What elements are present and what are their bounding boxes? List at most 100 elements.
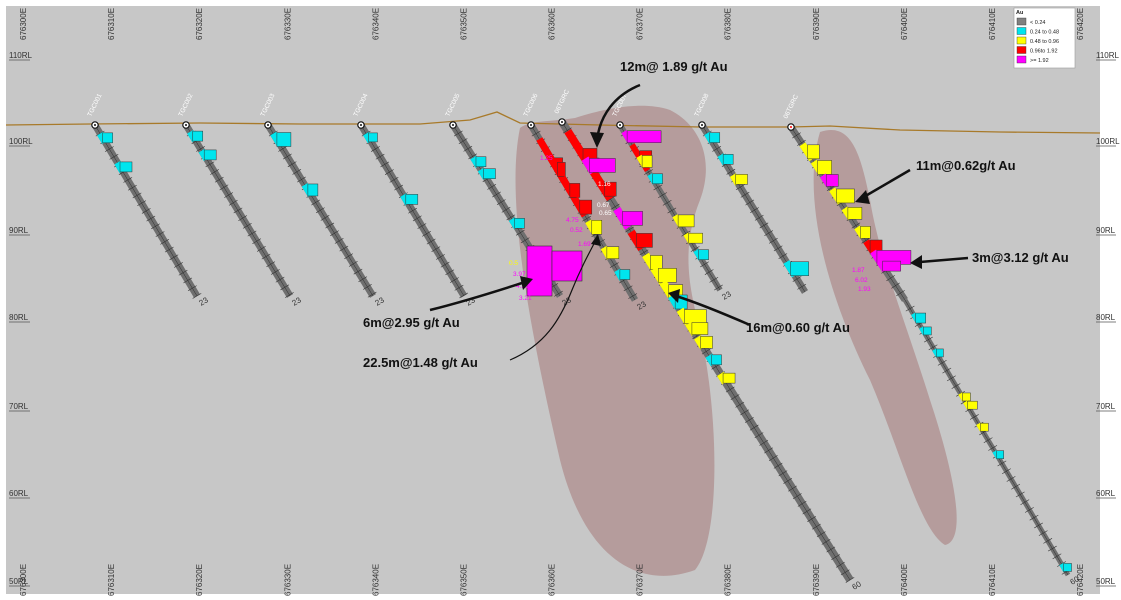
easting-label-top: 676370E — [636, 8, 645, 40]
assay-grade-bar — [722, 372, 736, 384]
depth-tick — [836, 561, 845, 568]
depth-tick — [759, 439, 769, 446]
arrow-11m — [861, 168, 911, 200]
rl-label-left: 80RL — [9, 313, 29, 322]
easting-label-bottom: 676380E — [724, 564, 733, 596]
assay-grade-bar — [589, 158, 616, 173]
assay-grade-bar — [551, 250, 583, 282]
section-grid: 676300E 676300E 676310E 676310E 676320E 67632… — [9, 8, 1120, 596]
depth-tick — [768, 237, 778, 244]
assay-grade-bar — [700, 336, 713, 349]
depth-tick — [745, 199, 755, 206]
depth-tick — [942, 367, 952, 374]
depth-tick — [268, 130, 278, 137]
legend-swatch — [1016, 55, 1027, 64]
depth-tick — [623, 285, 633, 292]
arrowhead-11m — [855, 190, 870, 204]
rl-label-right: 110RL — [1096, 51, 1120, 60]
assay-label: 0.67 — [597, 202, 610, 209]
depth-tick — [773, 462, 783, 469]
assay-grade-bar — [967, 400, 978, 410]
depth-tick — [422, 230, 431, 237]
easting-label-top: 676350E — [459, 8, 468, 40]
depth-tick — [845, 577, 855, 583]
easting-label-bottom: 676420E — [1076, 564, 1085, 596]
depth-tick — [238, 215, 248, 221]
depth-tick — [997, 460, 1007, 467]
collar-dot — [185, 124, 187, 126]
assay-grade-bar — [658, 268, 677, 283]
depth-tick — [311, 199, 321, 206]
depth-tick — [797, 283, 807, 290]
rl-label-left: 50RL — [9, 577, 29, 586]
depth-tick — [726, 168, 736, 175]
arrow-3m — [919, 256, 969, 264]
depth-tick — [764, 230, 774, 236]
assay-grade-bar — [606, 246, 620, 259]
depth-tick — [297, 176, 306, 183]
depth-tick — [261, 253, 271, 260]
rl-label-right: 80RL — [1096, 313, 1116, 322]
assay-grade-bar — [119, 161, 133, 173]
depth-tick — [1006, 476, 1016, 482]
easting-label-bottom: 676390E — [812, 564, 821, 596]
depth-tick — [816, 531, 826, 538]
depth-tick — [896, 290, 905, 297]
collar-dot — [267, 124, 269, 126]
depth-tick — [1038, 530, 1048, 536]
assay-grade-bar — [996, 450, 1004, 459]
easting-label-top: 676340E — [371, 8, 380, 40]
depth-tick — [458, 138, 468, 145]
depth-tick — [468, 153, 478, 160]
depth-tick — [764, 447, 773, 454]
legend-swatch — [1016, 36, 1027, 45]
easting-label-top: 676420E — [1076, 8, 1085, 40]
depth-tick — [384, 169, 394, 175]
depth-tick — [681, 230, 691, 237]
depth-tick — [792, 276, 802, 282]
depth-tick — [709, 276, 719, 283]
depth-tick — [334, 238, 344, 244]
depth-tick — [247, 230, 257, 237]
depth-tick — [924, 336, 933, 343]
legend-label: >= 1.92 — [1030, 58, 1049, 64]
depth-tick — [174, 262, 183, 268]
easting-label-bottom: 676310E — [107, 564, 116, 596]
assay-grade-bar — [807, 144, 820, 160]
assay-grade-bar — [526, 245, 553, 297]
collar-dot — [94, 124, 96, 126]
topographic-surface — [5, 111, 1101, 134]
depth-tick — [988, 445, 998, 451]
arrow-6m — [429, 280, 526, 312]
assay-grade-bar — [817, 160, 832, 175]
depth-tick — [394, 184, 404, 191]
easting-label-bottom: 676370E — [636, 564, 645, 596]
annotation-22m: 22.5m@1.48 g/t Au — [363, 355, 478, 370]
depth-tick — [951, 383, 961, 389]
assay-grade-bar — [980, 422, 989, 432]
assay-grade-bar — [514, 218, 525, 229]
legend-swatch — [1016, 17, 1027, 26]
depth-tick — [725, 386, 735, 393]
depth-tick — [282, 153, 292, 160]
depth-tick — [358, 276, 368, 283]
depth-tick — [520, 237, 530, 244]
assay-grade-bar — [698, 249, 709, 260]
rl-label-right: 70RL — [1096, 402, 1116, 411]
rl-label-left: 100RL — [9, 137, 33, 146]
easting-label-bottom: 676340E — [371, 564, 380, 596]
depth-tick — [214, 176, 224, 183]
rl-label-left: 60RL — [9, 489, 29, 498]
depth-tick — [449, 277, 459, 283]
depth-tick — [735, 401, 745, 408]
assay-grade-bar — [684, 309, 707, 324]
easting-label-top: 676310E — [107, 8, 116, 40]
depth-tick — [109, 153, 119, 160]
depth-tick — [187, 285, 197, 291]
depth-tick — [228, 199, 238, 206]
depth-tick — [826, 546, 836, 553]
depth-tick — [905, 305, 915, 312]
easting-label-top: 676410E — [988, 8, 997, 40]
depth-tick — [330, 230, 339, 237]
